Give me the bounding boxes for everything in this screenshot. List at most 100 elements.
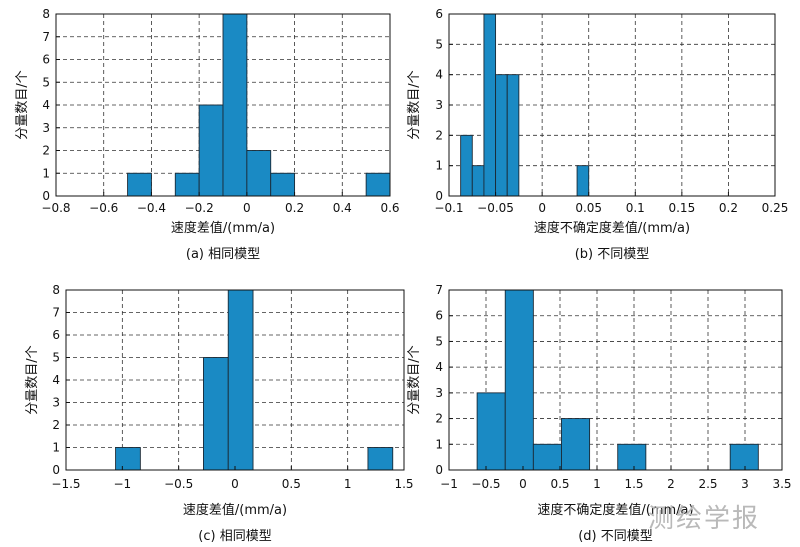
panel-caption: (b) 不同模型 — [575, 247, 650, 262]
x-axis-label: 速度不确定度差值/(mm/a) — [534, 220, 690, 236]
y-tick-label: 1 — [435, 159, 443, 173]
x-axis-label: 速度差值/(mm/a) — [171, 220, 275, 236]
histogram-bar — [495, 74, 508, 197]
histogram-bar — [270, 172, 296, 197]
y-tick-label: 6 — [42, 53, 50, 67]
x-tick-label: 0.4 — [333, 201, 352, 215]
histogram-bar — [174, 172, 200, 197]
y-tick-label: 5 — [435, 334, 443, 348]
x-tick-label: −0.2 — [185, 201, 214, 215]
histogram-panel-a: −0.8 −0.6 −0.4 −0.2 0 0.2 0.4 0.6 0 1 2 3 4 5 6 7 8 速度差值/… — [15, 7, 400, 262]
histogram-bar — [198, 104, 224, 197]
histogram-panel-b: −0.1 −0.05 0 0.05 0.1 0.15 0.2 0.25 0 1 2 3 4 5 6 速度不确定… — [407, 7, 788, 262]
y-tick-label: 7 — [42, 30, 50, 44]
x-tick-label: −1.5 — [51, 477, 80, 491]
x-tick-label: 0 — [243, 201, 251, 215]
x-tick-label: −0.4 — [137, 201, 166, 215]
x-tick-label: 0.15 — [668, 201, 695, 215]
x-tick-label: 0 — [519, 477, 527, 491]
y-axis-label: 分量数目/个 — [407, 70, 422, 139]
x-tick-label: 0.25 — [762, 201, 789, 215]
x-tick-label: 1.5 — [394, 477, 413, 491]
y-tick-label: 3 — [435, 386, 443, 400]
y-tick-label: 7 — [52, 306, 60, 320]
y-tick-label: 4 — [435, 68, 443, 82]
x-tick-label: −0.1 — [434, 201, 463, 215]
x-tick-label: 0.6 — [380, 201, 399, 215]
y-tick-label: 4 — [435, 360, 443, 374]
panel-caption: (d) 不同模型 — [578, 529, 653, 544]
histogram-bar — [227, 289, 254, 471]
y-tick-label: 3 — [435, 98, 443, 112]
x-tick-label: 0.5 — [550, 477, 569, 491]
x-tick-label: 0.2 — [719, 201, 738, 215]
y-tick-label: 3 — [42, 121, 50, 135]
histogram-panel-d: −1 −0.5 0 0.5 1 1.5 2 2.5 3 3.5 0 1 2 3 4 5 6 7 速度不确定度差值/(… — [407, 283, 792, 544]
x-tick-label: −0.5 — [471, 477, 500, 491]
y-tick-label: 5 — [42, 75, 50, 89]
y-tick-label: 2 — [52, 418, 60, 432]
y-tick-label: 2 — [42, 144, 50, 158]
y-tick-label: 0 — [52, 463, 60, 477]
x-tick-label: −0.8 — [41, 201, 70, 215]
y-tick-label: 5 — [435, 37, 443, 51]
histogram-bar — [367, 447, 394, 471]
y-tick-label: 1 — [52, 441, 60, 455]
x-tick-label: 3 — [741, 477, 749, 491]
histogram-bar — [729, 443, 759, 471]
x-tick-label: −1 — [113, 477, 131, 491]
y-tick-label: 8 — [42, 7, 50, 21]
x-tick-label: 0 — [231, 477, 239, 491]
panel-caption: (a) 相同模型 — [186, 247, 260, 262]
histogram-bar — [617, 443, 647, 471]
y-tick-label: 0 — [435, 189, 443, 203]
y-tick-label: 4 — [42, 98, 50, 112]
x-tick-label: 1 — [593, 477, 601, 491]
plot-frame — [448, 289, 783, 471]
y-tick-label: 5 — [52, 351, 60, 365]
y-axis-label: 分量数目/个 — [25, 345, 40, 414]
histogram-bar — [476, 392, 506, 471]
y-tick-label: 2 — [435, 412, 443, 426]
x-axis-label: 速度不确定度差值/(mm/a) — [537, 502, 693, 518]
x-axis-label: 速度差值/(mm/a) — [183, 502, 287, 518]
histogram-bar — [504, 289, 534, 471]
x-tick-label: 0.5 — [282, 477, 301, 491]
x-tick-label: −0.6 — [89, 201, 118, 215]
x-tick-label: 1 — [344, 477, 352, 491]
y-tick-label: 6 — [52, 328, 60, 342]
x-tick-label: 1.5 — [624, 477, 643, 491]
y-tick-label: 4 — [52, 373, 60, 387]
x-tick-label: 3.5 — [772, 477, 791, 491]
x-tick-label: −0.05 — [477, 201, 514, 215]
histogram-bar — [365, 172, 391, 197]
x-tick-label: 0 — [538, 201, 546, 215]
y-tick-label: 7 — [435, 283, 443, 297]
x-tick-label: −1 — [440, 477, 458, 491]
y-tick-label: 6 — [435, 7, 443, 21]
y-tick-label: 0 — [42, 189, 50, 203]
y-tick-label: 1 — [435, 437, 443, 451]
x-tick-label: 0.1 — [626, 201, 645, 215]
y-tick-label: 1 — [42, 166, 50, 180]
y-tick-label: 0 — [435, 463, 443, 477]
x-tick-label: 2 — [667, 477, 675, 491]
histogram-bar — [483, 13, 497, 197]
y-tick-label: 6 — [435, 309, 443, 323]
histogram-bar — [246, 150, 272, 197]
y-tick-label: 3 — [52, 396, 60, 410]
x-tick-label: 0.2 — [285, 201, 304, 215]
x-tick-label: −0.5 — [164, 477, 193, 491]
x-tick-label: 2.5 — [698, 477, 717, 491]
histogram-bar — [471, 165, 485, 197]
histogram-bar — [222, 13, 248, 197]
histogram-panel-c: −1.5 −1 −0.5 0 0.5 1 1.5 0 1 2 3 4 5 6 7 8 速度差值/(mm/a) 分量… — [25, 283, 414, 544]
histogram-bar — [127, 172, 152, 197]
histogram-bar — [460, 134, 473, 197]
histogram-bar — [561, 418, 591, 471]
y-tick-label: 2 — [435, 128, 443, 142]
histogram-bar — [576, 165, 590, 197]
x-tick-label: 0.05 — [575, 201, 602, 215]
histogram-bar — [203, 357, 229, 471]
watermark: 测绘学报 — [648, 504, 760, 534]
